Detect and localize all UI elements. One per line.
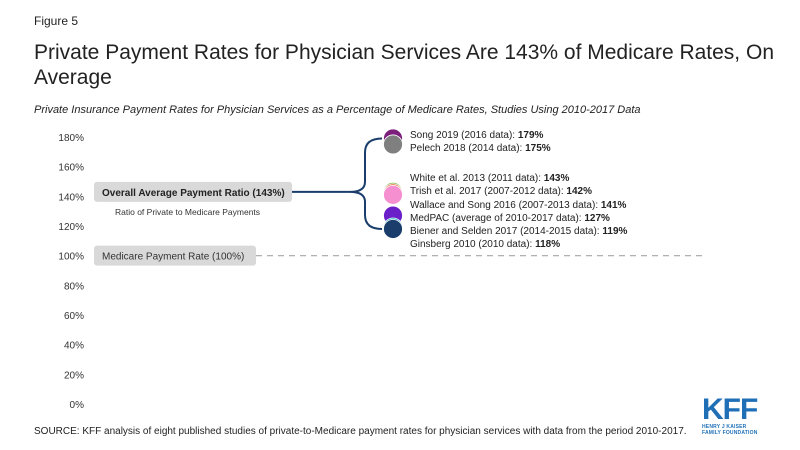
reference-lines: Medicare Payment Rate (100%) Overall Aver… — [94, 181, 705, 266]
point-study-name: White et al. 2013 (2011 data): — [410, 173, 544, 184]
kff-logo: KFF HENRY J KAISER FAMILY FOUNDATION — [702, 393, 770, 437]
data-points — [383, 128, 403, 239]
point-label: MedPAC (average of 2010-2017 data): 127% — [410, 213, 610, 224]
y-tick-label: 180% — [58, 133, 84, 144]
curly-bracket — [349, 137, 383, 230]
y-tick-label: 120% — [58, 222, 84, 233]
chart-subtitle: Private Insurance Payment Rates for Phys… — [34, 104, 641, 116]
logo-sub-line2: FAMILY FOUNDATION — [702, 430, 758, 436]
y-tick-label: 100% — [58, 252, 84, 263]
y-tick-label: 140% — [58, 192, 84, 203]
logo-sub-line1: HENRY J KAISER — [702, 424, 747, 430]
point-study-name: Song 2019 (2016 data): — [410, 130, 518, 141]
point-label: Wallace and Song 2016 (2007-2013 data): … — [410, 200, 627, 211]
y-tick-label: 160% — [58, 163, 84, 174]
y-tick-label: 40% — [64, 341, 84, 352]
point-study-name: Ginsberg 2010 (2010 data): — [410, 239, 535, 250]
data-point — [383, 219, 403, 239]
point-study-name: Wallace and Song 2016 (2007-2013 data): — [410, 200, 601, 211]
point-study-name: Trish et al. 2017 (2007-2012 data): — [410, 186, 566, 197]
source-note: SOURCE: KFF analysis of eight published … — [34, 426, 687, 437]
y-axis: 0% 20% 40% 60% 80% 100% 120% 140% 160% 180% — [58, 133, 84, 411]
point-label: Biener and Selden 2017 (2014-2015 data):… — [410, 226, 628, 237]
average-bracket — [292, 137, 383, 230]
data-point — [383, 134, 403, 155]
point-study-name: Biener and Selden 2017 (2014-2015 data): — [410, 226, 602, 237]
medicare-rate-label: Medicare Payment Rate (100%) — [102, 252, 244, 263]
point-label: Pelech 2018 (2014 data): 175% — [410, 143, 551, 154]
y-tick-label: 60% — [64, 311, 84, 322]
data-point — [383, 184, 403, 205]
point-label: Trish et al. 2017 (2007-2012 data): 142% — [410, 186, 592, 197]
average-sublabel: Ratio of Private to Medicare Payments — [115, 207, 260, 217]
y-tick-label: 80% — [64, 281, 84, 292]
y-tick-label: 20% — [64, 370, 84, 381]
point-value-label: 119% — [602, 226, 627, 237]
point-value-label: 179% — [518, 130, 544, 141]
point-value-label: 118% — [535, 239, 560, 250]
point-label: White et al. 2013 (2011 data): 143% — [410, 173, 569, 184]
figure-label: Figure 5 — [34, 14, 79, 28]
point-label: Ginsberg 2010 (2010 data): 118% — [410, 239, 560, 250]
average-label: Overall Average Payment Ratio (143%) — [102, 188, 285, 199]
point-labels: Song 2019 (2016 data): 179% Pelech 2018 (… — [410, 130, 628, 250]
point-value-label: 141% — [601, 200, 627, 211]
y-tick-label: 0% — [70, 400, 85, 411]
chart-title: Private Payment Rates for Physician Serv… — [34, 41, 774, 89]
point-value-label: 143% — [544, 173, 570, 184]
medicare-rate-label-box — [94, 245, 256, 266]
point-value-label: 142% — [566, 186, 592, 197]
point-value-label: 175% — [525, 143, 551, 154]
average-label-box — [94, 181, 292, 202]
point-label: Song 2019 (2016 data): 179% — [410, 130, 544, 141]
logo-main-text: KFF — [702, 393, 758, 426]
point-value-label: 127% — [584, 213, 610, 224]
point-study-name: Pelech 2018 (2014 data): — [410, 143, 525, 154]
point-study-name: MedPAC (average of 2010-2017 data): — [410, 213, 584, 224]
